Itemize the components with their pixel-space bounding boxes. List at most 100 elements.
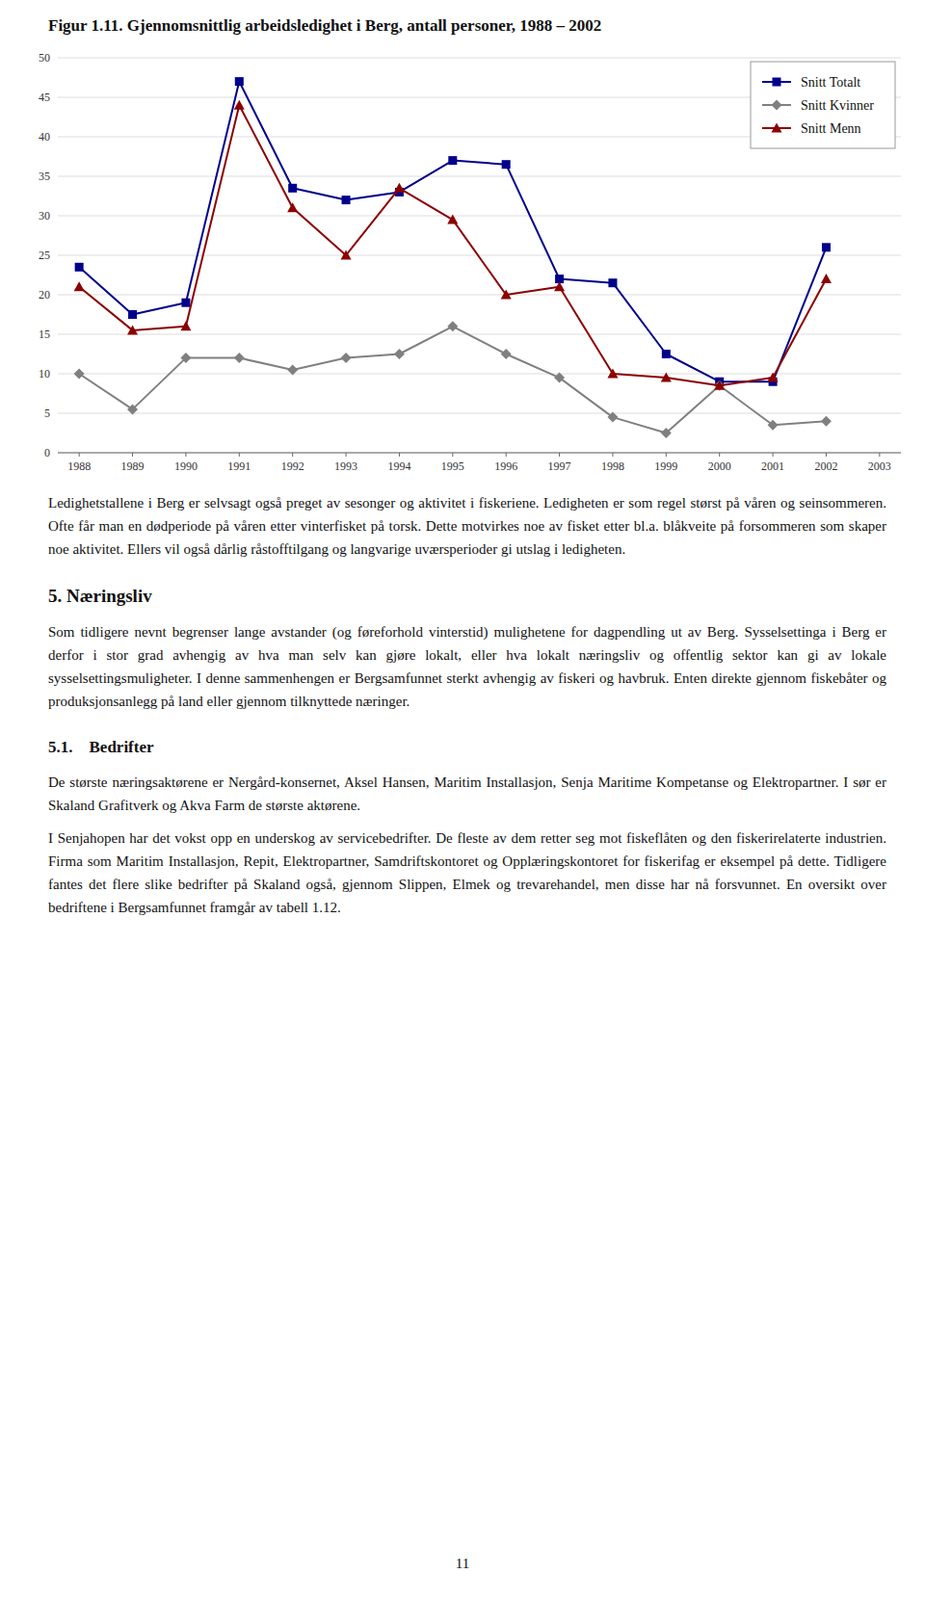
paragraph: I Senjahopen har det vokst opp en unders…: [48, 826, 887, 920]
point-marker: [127, 324, 138, 335]
y-tick-label: 10: [38, 367, 51, 381]
series-line: [79, 105, 826, 386]
grid-line: [57, 452, 901, 454]
page-number: 11: [0, 1556, 925, 1573]
point-marker: [554, 281, 565, 291]
x-tick-label: 2002: [814, 459, 838, 474]
paragraph: Ledighetstallene i Berg er selvsagt også…: [48, 491, 887, 561]
y-tick-label: 50: [38, 51, 51, 65]
x-tick-label: 1994: [387, 459, 411, 474]
y-tick-label: 20: [38, 288, 51, 302]
x-tick-label: 1997: [548, 459, 572, 474]
legend: Snitt TotaltSnitt KvinnerSnitt Menn: [750, 61, 896, 149]
point-marker: [661, 349, 671, 359]
x-tick: [398, 452, 400, 457]
paragraph: Som tidligere nevnt begrenser lange avst…: [48, 620, 887, 714]
x-tick: [611, 452, 613, 457]
x-tick-label: 1995: [441, 459, 465, 474]
x-tick: [345, 452, 347, 457]
point-marker: [394, 183, 405, 193]
x-tick: [825, 452, 827, 457]
x-tick: [558, 452, 560, 457]
x-axis-line: [57, 452, 901, 454]
x-tick-label: 1998: [601, 459, 625, 474]
point-marker: [767, 420, 779, 431]
point-marker: [287, 202, 298, 212]
y-tick-label: 45: [38, 90, 51, 105]
y-tick-label: 25: [38, 248, 51, 263]
y-tick-label: 5: [44, 406, 51, 421]
grid-line: [57, 215, 901, 217]
point-marker: [341, 352, 352, 364]
point-marker: [180, 352, 191, 364]
grid-line: [57, 294, 901, 296]
point-marker: [128, 310, 137, 319]
series-line: [79, 326, 826, 434]
grid: [57, 57, 901, 453]
point-marker: [607, 412, 618, 423]
point-marker: [181, 298, 190, 308]
point-marker: [660, 372, 672, 383]
point-marker: [341, 250, 352, 261]
grid-line: [57, 413, 901, 415]
legend-marker: [772, 78, 782, 87]
point-marker: [394, 348, 405, 360]
x-tick: [132, 452, 133, 457]
point-marker: [75, 263, 84, 272]
point-marker: [127, 403, 138, 415]
grid-line: [57, 176, 901, 178]
point-marker: [713, 380, 725, 391]
grid-line: [57, 57, 901, 59]
point-marker: [660, 427, 672, 439]
legend-label: Snitt Kvinner: [800, 98, 874, 113]
y-tick-label: 40: [38, 130, 51, 144]
point-marker: [554, 372, 565, 384]
x-tick: [505, 452, 507, 457]
x-tick: [878, 452, 880, 457]
point-marker: [502, 159, 511, 169]
x-tick: [772, 452, 774, 457]
legend-box: [750, 61, 896, 149]
point-marker: [448, 156, 457, 165]
point-marker: [234, 100, 245, 110]
point-marker: [288, 184, 297, 193]
point-marker: [821, 242, 831, 252]
x-tick-label: 1992: [281, 459, 305, 474]
legend-label: Snitt Totalt: [800, 75, 861, 90]
point-marker: [287, 364, 298, 375]
grid-line: [57, 334, 901, 336]
x-tick-label: 1989: [121, 459, 145, 474]
y-tick-label: 30: [38, 209, 51, 223]
point-marker: [235, 77, 244, 86]
point-marker: [234, 352, 245, 364]
point-marker: [447, 320, 458, 332]
point-marker: [820, 416, 832, 427]
plot-area: [74, 77, 832, 439]
point-marker: [74, 281, 85, 291]
x-tick: [79, 452, 80, 457]
x-tick-label: 1991: [227, 459, 251, 474]
point-marker: [767, 372, 779, 383]
x-tick-label: 2000: [708, 459, 732, 474]
chart-title: Figur 1.11. Gjennomsnittlig arbeidsledig…: [48, 16, 602, 35]
x-tick: [238, 452, 240, 457]
x-tick: [185, 452, 186, 457]
x-tick-label: 1988: [67, 459, 91, 474]
point-marker: [607, 369, 618, 379]
point-marker: [74, 369, 85, 380]
x-tick: [718, 452, 720, 457]
point-marker: [501, 348, 512, 360]
y-tick-label: 0: [44, 446, 51, 460]
x-tick-label: 1999: [654, 459, 678, 474]
point-marker: [342, 195, 351, 205]
section-heading: 5. Næringsliv: [48, 581, 887, 611]
paragraph: De største næringsaktørene er Nergård-ko…: [48, 770, 887, 818]
point-marker: [501, 290, 512, 300]
point-marker: [607, 278, 617, 288]
x-tick-label: 2003: [868, 459, 892, 474]
section-heading: 5.1. Bedrifter: [48, 734, 887, 761]
x-tick: [665, 452, 667, 457]
y-tick-label: 35: [38, 169, 51, 184]
line-chart: Figur 1.11. Gjennomsnittlig arbeidsledig…: [0, 0, 925, 482]
series-line: [79, 81, 826, 383]
